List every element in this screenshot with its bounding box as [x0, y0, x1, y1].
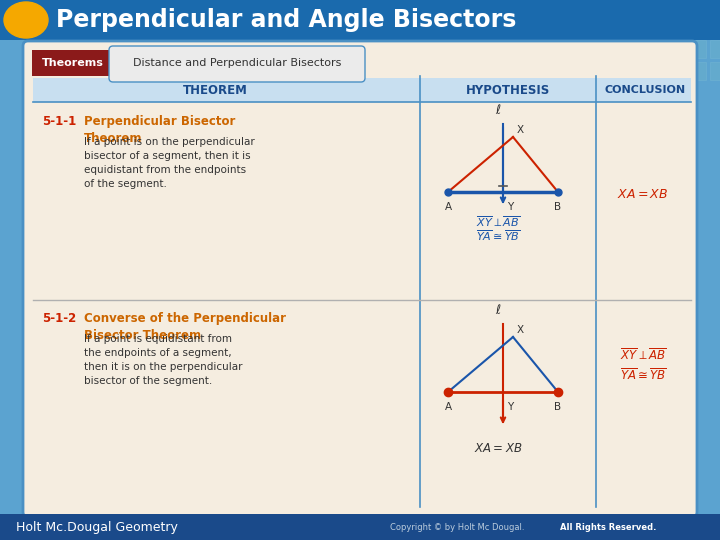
Text: X: X: [517, 325, 524, 335]
FancyBboxPatch shape: [23, 41, 697, 517]
Bar: [578, 0, 596, 14]
Text: $XA = XB$: $XA = XB$: [474, 442, 522, 455]
Text: B: B: [554, 402, 562, 412]
Bar: [512, 0, 530, 14]
Text: Y: Y: [507, 202, 513, 212]
Bar: [666, 0, 684, 14]
Bar: [644, 62, 662, 80]
Bar: [600, 18, 618, 36]
Text: $\overline{XY} \perp \overline{AB}$: $\overline{XY} \perp \overline{AB}$: [620, 347, 666, 363]
Text: Perpendicular and Angle Bisectors: Perpendicular and Angle Bisectors: [56, 8, 516, 32]
Text: $XA = XB$: $XA = XB$: [617, 188, 669, 201]
Text: Theorems: Theorems: [42, 58, 104, 68]
Bar: [578, 62, 596, 80]
Bar: [622, 18, 640, 36]
Text: HYPOTHESIS: HYPOTHESIS: [466, 84, 550, 97]
Bar: [666, 18, 684, 36]
Bar: [600, 0, 618, 14]
Bar: [710, 0, 720, 14]
Bar: [600, 62, 618, 80]
Bar: [600, 40, 618, 58]
Bar: [0, 514, 720, 540]
Text: $\overline{YA} \cong \overline{YB}$: $\overline{YA} \cong \overline{YB}$: [620, 367, 667, 383]
Bar: [534, 0, 552, 14]
Text: $\overline{XY} \perp \overline{AB}$: $\overline{XY} \perp \overline{AB}$: [476, 214, 520, 229]
Text: Distance and Perpendicular Bisectors: Distance and Perpendicular Bisectors: [132, 58, 341, 68]
Text: A: A: [444, 402, 451, 412]
Ellipse shape: [4, 2, 48, 38]
Bar: [644, 0, 662, 14]
Bar: [556, 18, 574, 36]
Bar: [622, 40, 640, 58]
Bar: [490, 40, 508, 58]
Text: $\ell$: $\ell$: [495, 103, 502, 117]
Bar: [644, 40, 662, 58]
Bar: [622, 0, 640, 14]
Text: Y: Y: [507, 402, 513, 412]
Text: Converse of the Perpendicular
Bisector Theorem: Converse of the Perpendicular Bisector T…: [84, 312, 286, 342]
Text: Perpendicular Bisector
Theorem: Perpendicular Bisector Theorem: [84, 115, 235, 145]
Bar: [688, 62, 706, 80]
Text: B: B: [554, 202, 562, 212]
Bar: [666, 40, 684, 58]
Text: CONCLUSION: CONCLUSION: [604, 85, 685, 95]
Bar: [512, 62, 530, 80]
Bar: [33, 78, 691, 102]
Text: A: A: [444, 202, 451, 212]
Bar: [490, 62, 508, 80]
Text: Copyright © by Holt Mc Dougal.: Copyright © by Holt Mc Dougal.: [390, 523, 527, 531]
Text: $\ell$: $\ell$: [495, 303, 502, 317]
Bar: [578, 18, 596, 36]
Bar: [512, 18, 530, 36]
Bar: [490, 0, 508, 14]
Bar: [0, 0, 720, 40]
Bar: [534, 40, 552, 58]
Bar: [644, 18, 662, 36]
Bar: [710, 62, 720, 80]
Bar: [556, 0, 574, 14]
Bar: [32, 50, 114, 76]
Text: If a point is equidistant from
the endpoints of a segment,
then it is on the per: If a point is equidistant from the endpo…: [84, 334, 243, 386]
Bar: [622, 62, 640, 80]
Text: 5-1-1: 5-1-1: [42, 115, 76, 128]
Bar: [688, 40, 706, 58]
Bar: [578, 40, 596, 58]
Bar: [534, 18, 552, 36]
Bar: [666, 62, 684, 80]
Bar: [688, 0, 706, 14]
Text: THEOREM: THEOREM: [183, 84, 248, 97]
Bar: [556, 40, 574, 58]
Bar: [490, 18, 508, 36]
Text: Holt Mc.Dougal Geometry: Holt Mc.Dougal Geometry: [16, 521, 178, 534]
Bar: [710, 18, 720, 36]
Text: All Rights Reserved.: All Rights Reserved.: [560, 523, 657, 531]
Bar: [512, 40, 530, 58]
FancyBboxPatch shape: [109, 46, 365, 82]
Text: $\overline{YA} \cong \overline{YB}$: $\overline{YA} \cong \overline{YB}$: [476, 228, 521, 242]
Bar: [556, 62, 574, 80]
Bar: [710, 40, 720, 58]
Bar: [688, 18, 706, 36]
Text: If a point is on the perpendicular
bisector of a segment, then it is
equidistant: If a point is on the perpendicular bisec…: [84, 137, 255, 189]
Bar: [534, 62, 552, 80]
Text: X: X: [517, 125, 524, 135]
Text: 5-1-2: 5-1-2: [42, 312, 76, 325]
